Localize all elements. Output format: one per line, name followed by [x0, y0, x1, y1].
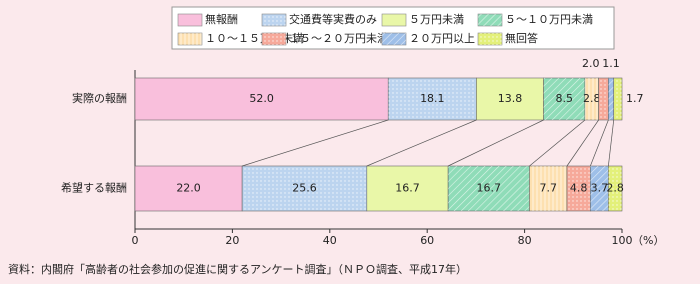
value-label: 16.7 [477, 182, 502, 195]
value-label: 22.0 [176, 182, 201, 195]
bar-segment [476, 77, 544, 121]
bar-pattern [590, 166, 609, 211]
bar-pattern [529, 166, 567, 211]
x-tick-label: 40 [323, 234, 337, 247]
source: 資料：内閣府「高齢者の社会参加の促進に関するアンケート調査」（ＮＰＯ調査、平成1… [8, 262, 467, 276]
legend-swatch-pattern [478, 14, 502, 26]
legend-label: １５～２０万円未満 [289, 32, 388, 45]
x-tick-label: 60 [420, 234, 434, 247]
bar-pattern [608, 166, 622, 211]
x-tick-label: 20 [225, 234, 239, 247]
legend-label: ５～１０万円未満 [505, 13, 593, 26]
value-label: 13.8 [498, 92, 523, 105]
bar-pattern [566, 166, 591, 211]
connector [566, 119, 599, 167]
y-tick-label: 希望する報酬 [61, 181, 127, 195]
x-tick-label: 80 [518, 234, 532, 247]
bar-segment [134, 165, 243, 212]
connector [242, 119, 389, 167]
bar-pattern [584, 78, 599, 120]
x-axis-label: （%） [632, 234, 664, 247]
value-label: 2.8 [583, 92, 601, 105]
legend-swatch-pattern [178, 33, 202, 45]
legend-swatch-pattern [262, 14, 286, 26]
legend-swatch [177, 13, 203, 27]
value-label: 8.5 [556, 92, 574, 105]
value-label: 18.1 [420, 92, 445, 105]
x-tick-label: 0 [132, 234, 139, 247]
bar-pattern [242, 166, 367, 211]
value-label: 52.0 [249, 92, 274, 105]
bar-pattern [388, 78, 477, 120]
value-label: 25.6 [292, 182, 317, 195]
bar-pattern [448, 166, 530, 211]
value-label: 4.8 [570, 182, 588, 195]
bar-segment [134, 77, 389, 121]
legend-label: 無回答 [505, 31, 538, 45]
value-label: 2.0 [582, 57, 600, 70]
connector [608, 119, 615, 167]
legend-swatch-pattern [382, 33, 406, 45]
value-label: 3.7 [591, 182, 609, 195]
bar-pattern [543, 78, 585, 120]
x-tick-label: 100 [612, 234, 633, 247]
legend-swatch-pattern [478, 33, 502, 45]
value-label: 16.7 [395, 182, 420, 195]
connector [366, 119, 477, 167]
bar-pattern [598, 78, 609, 120]
legend-swatch-pattern [262, 33, 286, 45]
value-label: 1.7 [626, 92, 644, 105]
bar-pattern [613, 78, 622, 120]
legend-label: 無報酬 [205, 12, 238, 26]
legend-label: ２０万円以上 [409, 32, 475, 45]
value-label: 2.8 [606, 182, 624, 195]
y-tick-label: 実際の報酬 [72, 91, 127, 105]
legend-swatch [381, 13, 407, 27]
connector [590, 119, 609, 167]
connector [447, 119, 544, 167]
value-label: 1.1 [602, 57, 620, 70]
connector [529, 119, 586, 167]
legend-label: ５万円未満 [409, 13, 464, 26]
value-label: 7.7 [539, 182, 557, 195]
bar-pattern [608, 78, 614, 120]
legend-label: 交通費等実費のみ [289, 12, 377, 26]
bar-segment [366, 165, 449, 212]
